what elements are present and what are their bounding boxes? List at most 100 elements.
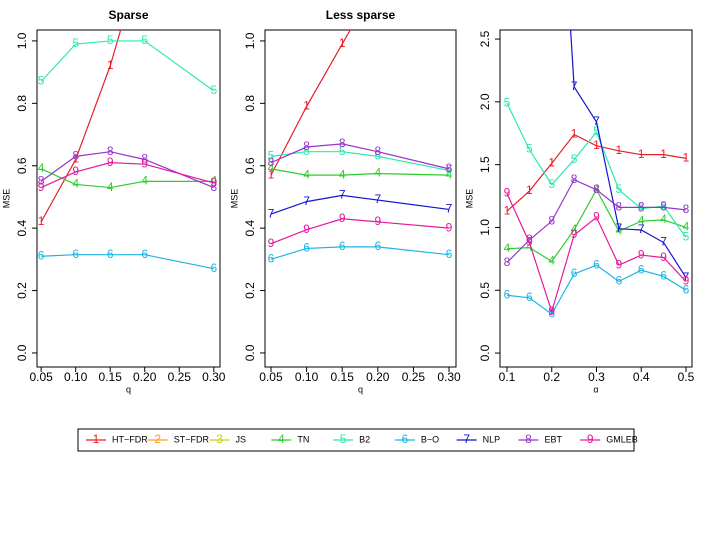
- series-group: 1111444445555566666777778888899999: [268, 30, 453, 266]
- legend-symbol: 2: [154, 432, 161, 446]
- series-line: [40, 151, 215, 189]
- point-marker: 5: [107, 33, 114, 47]
- series-line: [270, 143, 450, 170]
- point-marker: 9: [683, 274, 690, 288]
- point-marker: 8: [268, 155, 275, 169]
- legend-label: HT−FDR: [112, 434, 148, 444]
- point-marker: 1: [660, 147, 667, 161]
- x-axis-label: q: [126, 384, 131, 394]
- legend-label: NLP: [483, 434, 501, 444]
- legend-symbol: 8: [525, 432, 532, 446]
- y-axis-label: MSE: [464, 189, 474, 209]
- point-marker: 1: [526, 183, 533, 197]
- point-marker: 8: [660, 200, 667, 214]
- point-marker: 9: [339, 211, 346, 225]
- point-marker: 8: [141, 152, 148, 166]
- point-marker: 1: [303, 99, 310, 113]
- legend-symbol: 3: [216, 432, 223, 446]
- point-marker: 5: [268, 149, 275, 163]
- point-marker: 6: [504, 287, 511, 301]
- y-tick-label: 1.5: [478, 156, 492, 173]
- point-marker: 4: [446, 167, 453, 181]
- series-line: [40, 30, 122, 223]
- point-marker: 8: [107, 144, 114, 158]
- x-axis-label: α: [593, 384, 598, 394]
- point-marker: 6: [141, 247, 148, 261]
- point-marker: 6: [526, 290, 533, 304]
- series-line: [270, 151, 450, 172]
- y-tick-label: 2.5: [478, 30, 492, 47]
- point-marker: 8: [504, 255, 511, 269]
- point-marker: 4: [303, 167, 310, 181]
- series-line: [270, 218, 450, 245]
- point-marker: 5: [660, 198, 667, 212]
- point-marker: 4: [268, 161, 275, 175]
- y-tick-label: 0.0: [478, 344, 492, 361]
- point-marker: 9: [268, 236, 275, 250]
- y-tick-label: 2.0: [478, 93, 492, 110]
- point-marker: 6: [571, 266, 578, 280]
- point-marker: 9: [446, 220, 453, 234]
- point-marker: 9: [526, 235, 533, 249]
- y-tick-label: 0.8: [15, 95, 29, 112]
- point-marker: 4: [683, 220, 690, 234]
- point-marker: 7: [571, 79, 578, 93]
- point-marker: 5: [210, 83, 217, 97]
- series-line: [40, 40, 215, 92]
- x-tick-label: 0.05: [259, 370, 283, 384]
- x-tick-label: 0.30: [202, 370, 226, 384]
- point-marker: 1: [268, 167, 275, 181]
- point-marker: 8: [38, 174, 45, 188]
- point-marker: 9: [72, 164, 79, 178]
- series-line: [506, 188, 687, 263]
- point-marker: 1: [72, 152, 79, 166]
- point-marker: 6: [303, 241, 310, 255]
- point-marker: 8: [683, 202, 690, 216]
- y-tick-label: 0.2: [243, 282, 257, 299]
- legend-symbol: 6: [402, 432, 409, 446]
- series-line: [40, 168, 214, 189]
- series-line: [270, 246, 450, 260]
- y-axis-label: MSE: [1, 189, 11, 209]
- y-tick-label: 1.0: [15, 32, 29, 49]
- x-tick-label: 0.05: [29, 370, 53, 384]
- point-marker: 9: [210, 175, 217, 189]
- point-marker: 5: [374, 149, 381, 163]
- x-tick-label: 0.4: [633, 370, 650, 384]
- legend-symbol: 1: [93, 432, 100, 446]
- x-tick-label: 0.20: [133, 370, 157, 384]
- point-marker: 4: [38, 161, 45, 175]
- series-line: [506, 178, 687, 264]
- point-marker: 9: [571, 227, 578, 241]
- point-marker: 5: [141, 33, 148, 47]
- point-marker: 1: [107, 58, 114, 72]
- series-line: [40, 162, 214, 189]
- y-tick-label: 0.5: [478, 282, 492, 299]
- x-tick-label: 0.2: [543, 370, 560, 384]
- point-marker: 5: [303, 144, 310, 158]
- series-line: [506, 133, 687, 212]
- series-line: [506, 264, 687, 316]
- point-marker: 4: [526, 240, 533, 254]
- point-marker: 1: [571, 127, 578, 141]
- x-tick-label: 0.10: [64, 370, 88, 384]
- point-marker: 9: [38, 180, 45, 194]
- point-marker: 6: [638, 262, 645, 276]
- point-marker: 1: [683, 151, 690, 165]
- series-line: [270, 168, 450, 176]
- legend-symbol: 5: [340, 432, 347, 446]
- point-marker: 1: [548, 156, 555, 170]
- y-tick-label: 0.8: [243, 95, 257, 112]
- legend-label: EBT: [544, 434, 562, 444]
- point-marker: 6: [683, 282, 690, 296]
- series-line: [270, 30, 351, 176]
- legend-frame: [77, 428, 635, 452]
- x-tick-label: 0.3: [588, 370, 605, 384]
- y-axis-label: MSE: [229, 189, 239, 209]
- point-marker: 9: [374, 214, 381, 228]
- point-marker: 9: [504, 186, 511, 200]
- point-marker: 6: [72, 247, 79, 261]
- point-marker: 8: [210, 180, 217, 194]
- legend-symbol: 9: [587, 432, 594, 446]
